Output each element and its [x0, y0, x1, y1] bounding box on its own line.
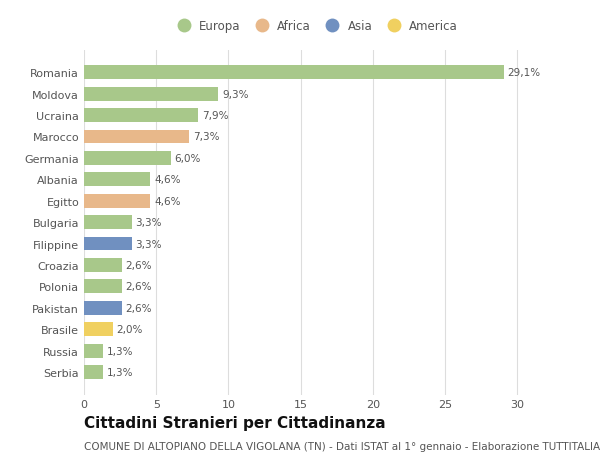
Text: 29,1%: 29,1%: [508, 68, 541, 78]
Bar: [84, 258, 122, 272]
Bar: [84, 151, 170, 166]
Text: 2,0%: 2,0%: [116, 325, 143, 335]
Bar: [84, 216, 131, 230]
Text: 6,0%: 6,0%: [174, 154, 200, 163]
Text: 2,6%: 2,6%: [125, 303, 152, 313]
Bar: [84, 323, 113, 336]
Text: 7,3%: 7,3%: [193, 132, 220, 142]
Text: COMUNE DI ALTOPIANO DELLA VIGOLANA (TN) - Dati ISTAT al 1° gennaio - Elaborazion: COMUNE DI ALTOPIANO DELLA VIGOLANA (TN) …: [84, 441, 600, 451]
Text: 7,9%: 7,9%: [202, 111, 228, 121]
Text: 1,3%: 1,3%: [106, 346, 133, 356]
Bar: [84, 280, 122, 294]
Bar: [84, 365, 103, 379]
Bar: [84, 66, 504, 80]
Text: 3,3%: 3,3%: [135, 239, 162, 249]
Bar: [84, 109, 198, 123]
Bar: [84, 237, 131, 251]
Text: 2,6%: 2,6%: [125, 260, 152, 270]
Text: 9,3%: 9,3%: [222, 90, 248, 100]
Bar: [84, 130, 190, 144]
Bar: [84, 301, 122, 315]
Text: 2,6%: 2,6%: [125, 282, 152, 291]
Text: Cittadini Stranieri per Cittadinanza: Cittadini Stranieri per Cittadinanza: [84, 415, 386, 431]
Bar: [84, 194, 151, 208]
Bar: [84, 88, 218, 101]
Text: 3,3%: 3,3%: [135, 218, 162, 228]
Legend: Europa, Africa, Asia, America: Europa, Africa, Asia, America: [167, 15, 463, 38]
Bar: [84, 344, 103, 358]
Text: 4,6%: 4,6%: [154, 175, 181, 185]
Bar: [84, 173, 151, 187]
Text: 1,3%: 1,3%: [106, 367, 133, 377]
Text: 4,6%: 4,6%: [154, 196, 181, 206]
